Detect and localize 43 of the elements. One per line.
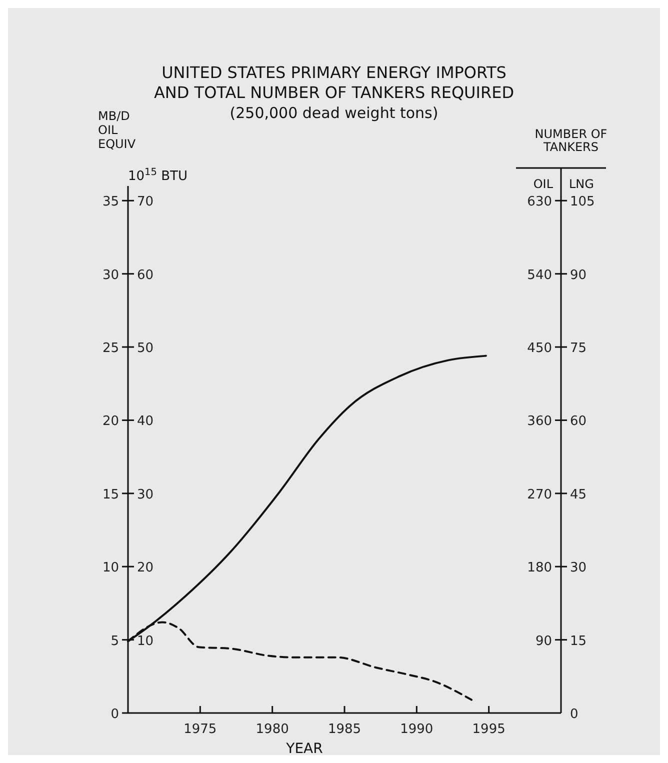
y2-tick-label: 40 xyxy=(137,414,154,430)
y2-tick-label: 60 xyxy=(137,268,154,283)
y-tick-label: 30 xyxy=(102,268,119,283)
x-axis-title: YEAR xyxy=(285,741,324,757)
y-tick-label: 5 xyxy=(110,634,119,649)
text: 90 xyxy=(570,268,587,283)
y3-tick-label: 630 xyxy=(527,194,552,210)
y-axis-title: MB/D OIL EQUIV xyxy=(98,109,136,151)
y3-tick-label: 270 xyxy=(527,487,552,502)
text: 15 xyxy=(570,634,587,649)
text: 105 xyxy=(570,194,595,210)
y2-tick-label: 10 xyxy=(137,634,154,649)
text: 45 xyxy=(570,487,587,502)
y2-axis-title: 10$^{15}$ BTU xyxy=(128,166,188,184)
text: 75 xyxy=(570,341,587,356)
y2-tick-label: 20 xyxy=(137,560,154,576)
y-tick-label: 25 xyxy=(102,341,119,356)
y-tick-label: 35 xyxy=(102,194,119,210)
y3-tick-label: 450 xyxy=(527,341,552,356)
y3-tick-label: 360 xyxy=(527,414,552,430)
y2-tick-label: 50 xyxy=(137,341,154,356)
y-tick-label: 10 xyxy=(102,560,119,576)
chart-title: UNITED STATES PRIMARY ENERGY IMPORTS AND TOTAL NUMBER OF TANKERS REQUIRED xyxy=(154,63,514,102)
y-tick-label: 20 xyxy=(102,414,119,430)
x-tick-label: 1980 xyxy=(256,722,289,737)
x-tick-label: 1995 xyxy=(472,722,506,737)
text: LNG xyxy=(569,177,594,191)
y3-tick-label: 540 xyxy=(527,268,552,283)
chart-subtitle: (250,000 dead weight tons) xyxy=(230,104,438,122)
y3-tick-label: 90 xyxy=(535,634,552,649)
x-tick-label: 1975 xyxy=(184,722,217,737)
text: 0 xyxy=(570,707,578,722)
y-tick-label: 15 xyxy=(102,487,119,502)
text: 60 xyxy=(570,414,587,430)
y-tick-label: 0 xyxy=(110,707,119,722)
x-tick-label: 1985 xyxy=(328,722,362,737)
y2-tick-label: 30 xyxy=(137,487,154,502)
text: NUMBER OF TANKERS xyxy=(534,127,608,154)
y3-axis-title: OIL xyxy=(533,177,554,191)
y3-tick-label: 180 xyxy=(527,560,552,576)
x-tick-label: 1990 xyxy=(400,722,434,737)
text: 30 xyxy=(570,560,587,576)
y2-tick-label: 70 xyxy=(137,194,154,210)
